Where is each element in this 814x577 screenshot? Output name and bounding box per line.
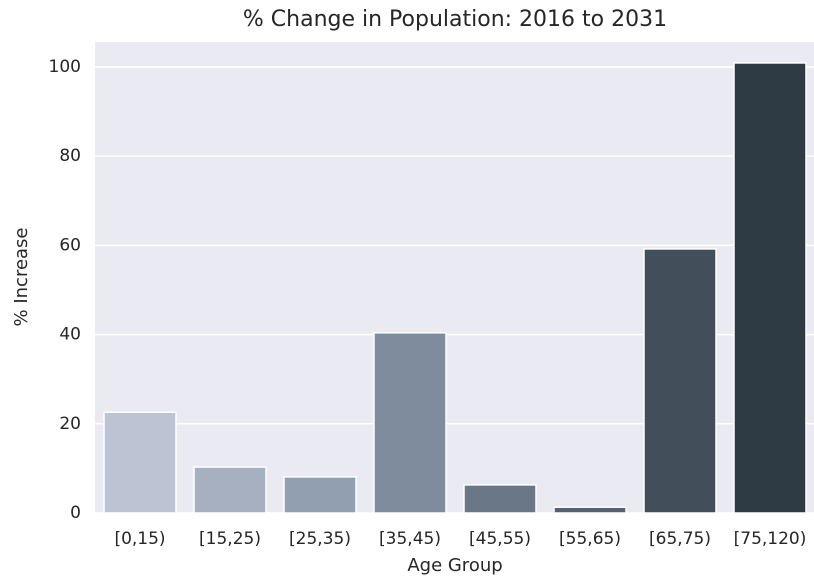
bar bbox=[553, 506, 627, 514]
y-tick-label: 0 bbox=[70, 503, 81, 523]
x-tick-label: [25,35) bbox=[289, 529, 351, 549]
y-tick-label: 40 bbox=[59, 325, 81, 345]
bar bbox=[733, 62, 807, 514]
x-tick-label: [45,55) bbox=[469, 529, 531, 549]
x-tick-label: [75,120) bbox=[734, 529, 807, 549]
y-tick-label: 100 bbox=[49, 57, 81, 77]
bar bbox=[463, 484, 537, 514]
y-tick-label: 20 bbox=[59, 414, 81, 434]
x-tick-label: [0,15) bbox=[114, 529, 165, 549]
x-tick-label: [15,25) bbox=[199, 529, 261, 549]
x-axis-label: Age Group bbox=[407, 555, 502, 576]
x-tick-label: [65,75) bbox=[649, 529, 711, 549]
chart-title: % Change in Population: 2016 to 2031 bbox=[243, 7, 667, 32]
x-tick-label: [35,45) bbox=[379, 529, 441, 549]
y-tick-label: 60 bbox=[59, 235, 81, 255]
y-axis-label: % Increase bbox=[11, 228, 32, 327]
bar bbox=[103, 411, 177, 514]
x-tick-label: [55,65) bbox=[559, 529, 621, 549]
bar bbox=[643, 248, 717, 514]
bar bbox=[193, 466, 267, 514]
bar bbox=[373, 332, 447, 514]
y-tick-label: 80 bbox=[59, 146, 81, 166]
bar bbox=[283, 476, 357, 514]
